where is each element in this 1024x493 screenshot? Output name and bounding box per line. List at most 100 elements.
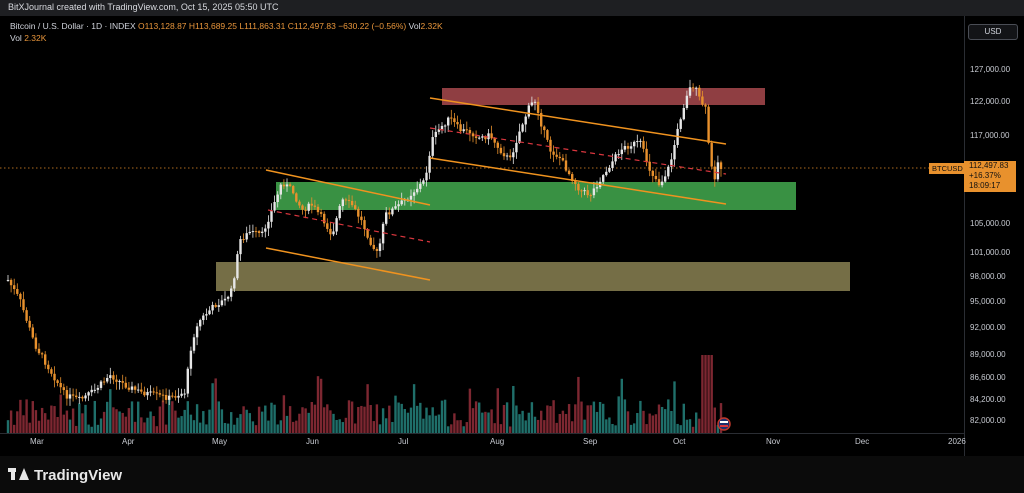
volume-bar	[115, 409, 118, 433]
flag1-lower-line[interactable]	[265, 247, 431, 281]
candle-body	[685, 95, 689, 108]
currency-button[interactable]: USD	[968, 24, 1018, 40]
candle-body	[292, 186, 295, 194]
volume-bar	[571, 421, 574, 433]
volume-bar	[140, 417, 143, 433]
volume-bar	[478, 402, 481, 433]
volume-bar	[319, 378, 323, 433]
volume-bar	[602, 403, 605, 433]
candle-body	[478, 137, 481, 139]
candle-body	[437, 129, 441, 132]
volume-bar	[155, 426, 158, 433]
candle-body	[137, 389, 140, 391]
candle-body	[319, 212, 323, 214]
volume-bar	[617, 396, 620, 433]
volume-bar	[372, 421, 375, 433]
channel2-upper-line[interactable]	[429, 97, 727, 145]
volume-bar	[285, 415, 289, 433]
support-zone[interactable]	[276, 182, 796, 210]
volume-bar	[149, 411, 152, 433]
volume-bar	[338, 419, 341, 433]
volume-bar	[546, 405, 549, 433]
candle-body	[605, 171, 608, 176]
candle-body	[326, 223, 329, 229]
candle-body	[419, 183, 422, 189]
candle-body	[295, 193, 298, 202]
flag1-upper-line[interactable]	[265, 169, 431, 206]
lower-support-zone[interactable]	[216, 262, 850, 291]
candle-body	[149, 391, 152, 393]
candle-body	[704, 104, 707, 107]
candle-body	[583, 190, 586, 192]
volume-bar	[536, 419, 540, 433]
flag1-mid-line[interactable]	[267, 209, 431, 243]
current-price-tag: 112,497.83 +16.37% 18:09:17	[964, 161, 1016, 192]
volume-bar	[533, 416, 537, 433]
candle-body	[202, 315, 205, 321]
tradingview-logo[interactable]: TradingView	[8, 465, 122, 485]
candle-body	[682, 107, 685, 120]
tradingview-logo-icon	[8, 468, 29, 482]
price-axis-label: 92,000.00	[970, 323, 1006, 332]
candle-body	[115, 379, 118, 382]
candle-body	[524, 116, 527, 125]
candle-body	[93, 389, 96, 391]
candle-body	[133, 386, 137, 390]
candle-body	[195, 326, 199, 338]
candle-body	[493, 138, 496, 143]
volume-bar	[360, 405, 363, 433]
volume-bar	[629, 424, 633, 433]
channel2-mid-line[interactable]	[429, 127, 727, 175]
candle-body	[536, 101, 540, 113]
volume-bar	[298, 413, 301, 433]
time-axis-border	[0, 433, 964, 434]
current-price-change: +16.37%	[969, 171, 1001, 180]
candle-body	[307, 203, 310, 211]
candle-body	[180, 393, 183, 396]
volume-bar	[481, 412, 484, 433]
volume-bar	[13, 424, 16, 433]
candle-body	[474, 136, 478, 138]
candle-body	[574, 180, 577, 185]
volume-bar	[447, 426, 450, 433]
volume-bar	[651, 415, 654, 433]
volume-bar	[350, 401, 354, 433]
candle-body	[633, 141, 636, 147]
volume-bar	[301, 407, 304, 433]
candle-body	[106, 377, 109, 382]
candle-body	[87, 392, 90, 396]
volume-bar	[701, 355, 704, 433]
candle-body	[617, 154, 620, 156]
candle-body	[688, 87, 692, 96]
volume-bar	[462, 426, 465, 433]
volume-bar	[304, 408, 307, 433]
candle-body	[127, 387, 131, 390]
price-axis-label: 89,000.00	[970, 350, 1006, 359]
candle-body	[713, 166, 716, 180]
trend-channels[interactable]	[265, 97, 727, 281]
event-flag-icon[interactable]	[717, 417, 731, 431]
candle-body	[515, 142, 518, 153]
vol-row-value: 2.32K	[24, 33, 47, 43]
volume-bar	[623, 399, 627, 433]
volume-bar	[9, 410, 13, 433]
volume-bar	[273, 404, 276, 433]
candle-body	[416, 188, 419, 193]
candle-body	[518, 131, 521, 143]
resistance-zone[interactable]	[442, 88, 765, 105]
candle-body	[6, 279, 10, 281]
volume-bar	[580, 401, 583, 433]
candle-body	[440, 125, 444, 130]
volume-bar	[378, 424, 382, 433]
candle-body	[146, 392, 149, 396]
candle-body	[28, 320, 31, 328]
volume-bar	[195, 404, 199, 433]
candle-body	[505, 155, 509, 157]
ohlc-close: C112,497.83	[287, 21, 336, 31]
candle-body	[56, 380, 59, 383]
channel2-lower-line[interactable]	[429, 157, 727, 205]
candle-body	[323, 213, 326, 224]
price-axis-border	[964, 16, 965, 456]
candle-body	[62, 387, 65, 391]
